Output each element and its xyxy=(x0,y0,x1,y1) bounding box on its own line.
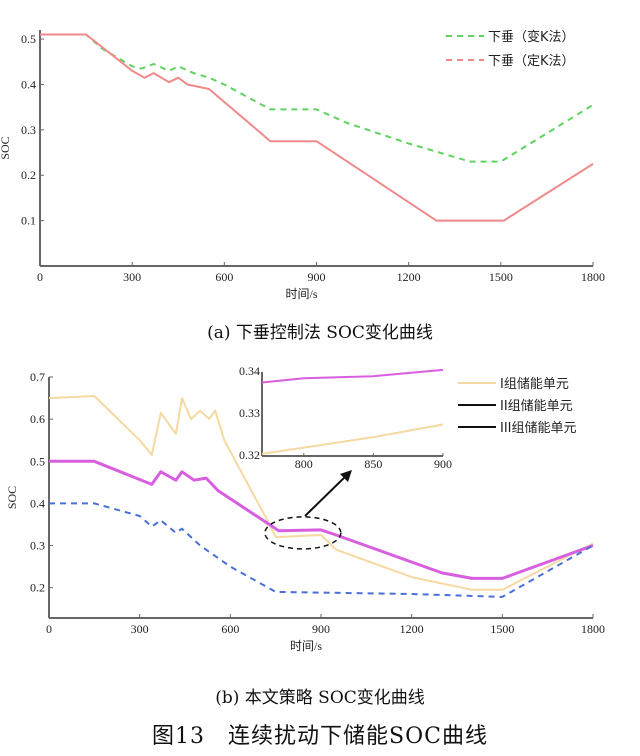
y-tick-label: 0.3 xyxy=(21,123,36,137)
x-tick-label: 900 xyxy=(312,622,330,636)
legend-label: I组储能单元 xyxy=(500,377,569,392)
series-line-b-0 xyxy=(48,395,594,591)
inset-y-tick-label: 0.34 xyxy=(239,364,260,378)
x-tick-label: 900 xyxy=(308,270,326,284)
inset-background xyxy=(262,372,443,456)
x-tick-label: 600 xyxy=(221,622,239,636)
y-tick-label: 0.5 xyxy=(30,454,45,468)
figure-title: 图13 连续扰动下储能SOC曲线 xyxy=(152,724,488,749)
y-axis-label: SOC xyxy=(5,486,19,509)
x-tick-label: 0 xyxy=(46,622,52,636)
inset-x-tick-label: 800 xyxy=(295,457,313,471)
zoom-region-ellipse xyxy=(264,516,342,550)
x-tick-label: 1200 xyxy=(400,622,424,636)
y-tick-label: 0.2 xyxy=(30,581,45,595)
x-tick-label: 1800 xyxy=(581,622,605,636)
x-axis-label: 时间/s xyxy=(285,287,317,301)
inset-series-line-0 xyxy=(261,368,444,384)
zoom-arrow-icon xyxy=(304,473,349,517)
y-tick-label: 0.3 xyxy=(30,539,45,553)
series-line-b-1 xyxy=(49,459,594,580)
inset-y-tick-label: 0.33 xyxy=(239,406,260,420)
x-tick-label: 0 xyxy=(37,270,43,284)
y-tick-label: 0.7 xyxy=(30,370,45,384)
series-line-a-0 xyxy=(40,33,594,163)
legend-label: II组储能单元 xyxy=(500,399,573,414)
x-tick-label: 300 xyxy=(123,270,141,284)
y-axis-label: SOC xyxy=(0,136,12,159)
legend-label: 下垂（定K法） xyxy=(488,54,575,69)
y-tick-label: 0.6 xyxy=(30,412,45,426)
y-tick-label: 0.2 xyxy=(21,168,36,182)
y-tick-label: 0.1 xyxy=(21,214,36,228)
x-tick-label: 1800 xyxy=(581,270,605,284)
legend-label: III组储能单元 xyxy=(500,421,577,436)
arrow-head-icon xyxy=(340,470,352,482)
x-axis-label: 时间/s xyxy=(290,639,322,653)
x-tick-label: 300 xyxy=(131,622,149,636)
y-tick-label: 0.5 xyxy=(21,32,36,46)
inset-x-tick-label: 850 xyxy=(364,457,382,471)
x-tick-label: 1200 xyxy=(397,270,421,284)
x-tick-label: 600 xyxy=(215,270,233,284)
caption-b: (b) 本文策略 SOC变化曲线 xyxy=(215,688,425,708)
caption-a: (a) 下垂控制法 SOC变化曲线 xyxy=(207,323,433,343)
series-line-b-2 xyxy=(49,502,594,598)
inset-y-tick-label: 0.32 xyxy=(239,448,260,462)
x-tick-label: 1500 xyxy=(490,622,514,636)
y-tick-label: 0.4 xyxy=(30,496,45,510)
series-line-a-1 xyxy=(40,33,594,222)
y-tick-label: 0.4 xyxy=(21,77,36,91)
legend-label: 下垂（变K法） xyxy=(488,29,575,45)
inset-x-tick-label: 900 xyxy=(434,457,452,471)
x-tick-label: 1500 xyxy=(489,270,513,284)
inset-series-line-1 xyxy=(261,423,444,455)
